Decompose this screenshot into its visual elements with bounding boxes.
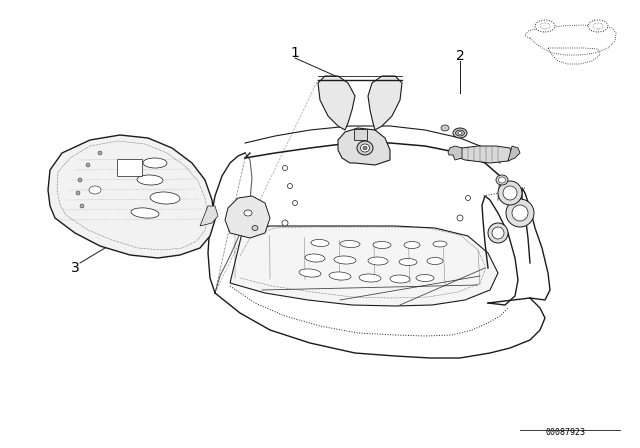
Ellipse shape — [334, 256, 356, 264]
FancyBboxPatch shape — [118, 159, 143, 177]
Ellipse shape — [244, 210, 252, 216]
Ellipse shape — [340, 241, 360, 247]
Ellipse shape — [399, 258, 417, 266]
Ellipse shape — [427, 258, 443, 264]
Ellipse shape — [390, 275, 410, 283]
Circle shape — [498, 181, 522, 205]
Ellipse shape — [441, 125, 449, 131]
Circle shape — [282, 220, 288, 226]
Ellipse shape — [359, 274, 381, 282]
PathPatch shape — [225, 196, 270, 238]
Circle shape — [492, 227, 504, 239]
Ellipse shape — [143, 158, 167, 168]
Circle shape — [457, 215, 463, 221]
Text: 3: 3 — [70, 261, 79, 275]
Text: 2: 2 — [456, 49, 465, 63]
Circle shape — [292, 201, 298, 206]
Ellipse shape — [329, 272, 351, 280]
Ellipse shape — [416, 275, 434, 281]
Text: 00087923: 00087923 — [545, 428, 585, 437]
Ellipse shape — [588, 20, 608, 32]
Ellipse shape — [499, 177, 506, 183]
Ellipse shape — [252, 225, 258, 231]
Ellipse shape — [357, 141, 373, 155]
PathPatch shape — [338, 128, 390, 165]
Circle shape — [465, 195, 470, 201]
Circle shape — [506, 199, 534, 227]
Ellipse shape — [373, 241, 391, 249]
Circle shape — [76, 191, 80, 195]
Ellipse shape — [433, 241, 447, 247]
Ellipse shape — [535, 20, 555, 32]
Ellipse shape — [593, 23, 603, 29]
Circle shape — [512, 205, 528, 221]
Circle shape — [503, 186, 517, 200]
PathPatch shape — [200, 206, 218, 226]
Ellipse shape — [404, 241, 420, 249]
Circle shape — [98, 151, 102, 155]
Ellipse shape — [456, 130, 465, 136]
PathPatch shape — [368, 76, 402, 130]
PathPatch shape — [318, 76, 355, 130]
PathPatch shape — [230, 226, 498, 306]
Ellipse shape — [368, 257, 388, 265]
Ellipse shape — [311, 240, 329, 246]
Ellipse shape — [363, 146, 367, 150]
FancyBboxPatch shape — [355, 129, 367, 141]
Ellipse shape — [299, 269, 321, 277]
Ellipse shape — [150, 192, 180, 204]
PathPatch shape — [453, 146, 512, 163]
Circle shape — [282, 165, 287, 171]
Circle shape — [78, 178, 82, 182]
Circle shape — [488, 223, 508, 243]
Circle shape — [80, 204, 84, 208]
Ellipse shape — [458, 132, 462, 134]
Text: 1: 1 — [291, 46, 300, 60]
Ellipse shape — [305, 254, 325, 262]
PathPatch shape — [48, 135, 215, 258]
Circle shape — [86, 163, 90, 167]
Ellipse shape — [540, 23, 550, 29]
Ellipse shape — [496, 175, 508, 185]
Circle shape — [287, 184, 292, 189]
Ellipse shape — [131, 208, 159, 218]
PathPatch shape — [448, 146, 462, 160]
Ellipse shape — [360, 144, 369, 152]
Ellipse shape — [89, 186, 101, 194]
Ellipse shape — [453, 128, 467, 138]
Ellipse shape — [137, 175, 163, 185]
PathPatch shape — [508, 146, 520, 161]
